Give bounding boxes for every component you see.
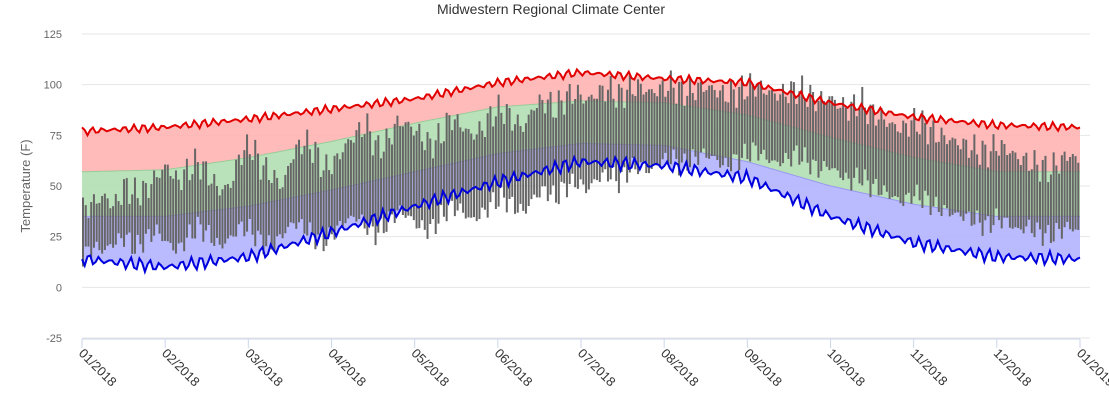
y-tick-label: 25 <box>50 232 62 244</box>
x-tick-label: 07/2018 <box>575 346 619 390</box>
x-tick-label: 01/2018 <box>76 346 120 390</box>
x-tick-label: 02/2018 <box>159 346 203 390</box>
y-tick-label: 125 <box>44 29 62 41</box>
y-tick-label: 50 <box>50 181 62 193</box>
x-tick-label: 01/2019 <box>1074 346 1109 390</box>
record-lines <box>81 67 1081 276</box>
x-tick-label: 12/2018 <box>991 346 1035 390</box>
y-tick-label: 100 <box>44 80 62 92</box>
x-tick-label: 10/2018 <box>824 346 868 390</box>
y-tick-label: 75 <box>50 130 62 142</box>
x-tick-label: 11/2018 <box>908 346 951 389</box>
x-tick-label: 09/2018 <box>741 346 785 390</box>
x-tick-label: 06/2018 <box>492 346 536 390</box>
x-tick-label: 03/2018 <box>242 346 286 390</box>
y-axis-label: Temperature (F) <box>18 139 33 232</box>
record-high-line <box>81 67 1081 138</box>
observed-bars <box>82 70 1080 267</box>
chart-title: Midwestern Regional Climate Center <box>437 1 665 17</box>
y-tick-label: -25 <box>46 333 62 345</box>
x-tick-label: 04/2018 <box>325 346 369 390</box>
x-tick-label: 08/2018 <box>658 346 702 390</box>
record-low-line <box>81 154 1081 276</box>
x-tick-label: 05/2018 <box>409 346 453 390</box>
y-tick-label: 0 <box>56 282 62 294</box>
